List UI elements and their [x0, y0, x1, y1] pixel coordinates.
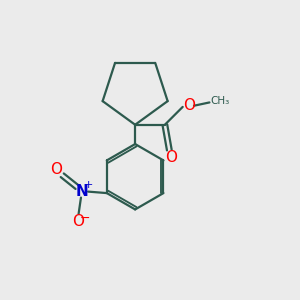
Text: O: O [50, 162, 62, 177]
Text: −: − [80, 212, 90, 225]
Text: O: O [165, 150, 177, 165]
Text: O: O [183, 98, 195, 113]
Text: O: O [73, 214, 85, 229]
Text: +: + [83, 180, 93, 190]
Text: N: N [75, 184, 88, 199]
Text: CH₃: CH₃ [210, 96, 230, 106]
